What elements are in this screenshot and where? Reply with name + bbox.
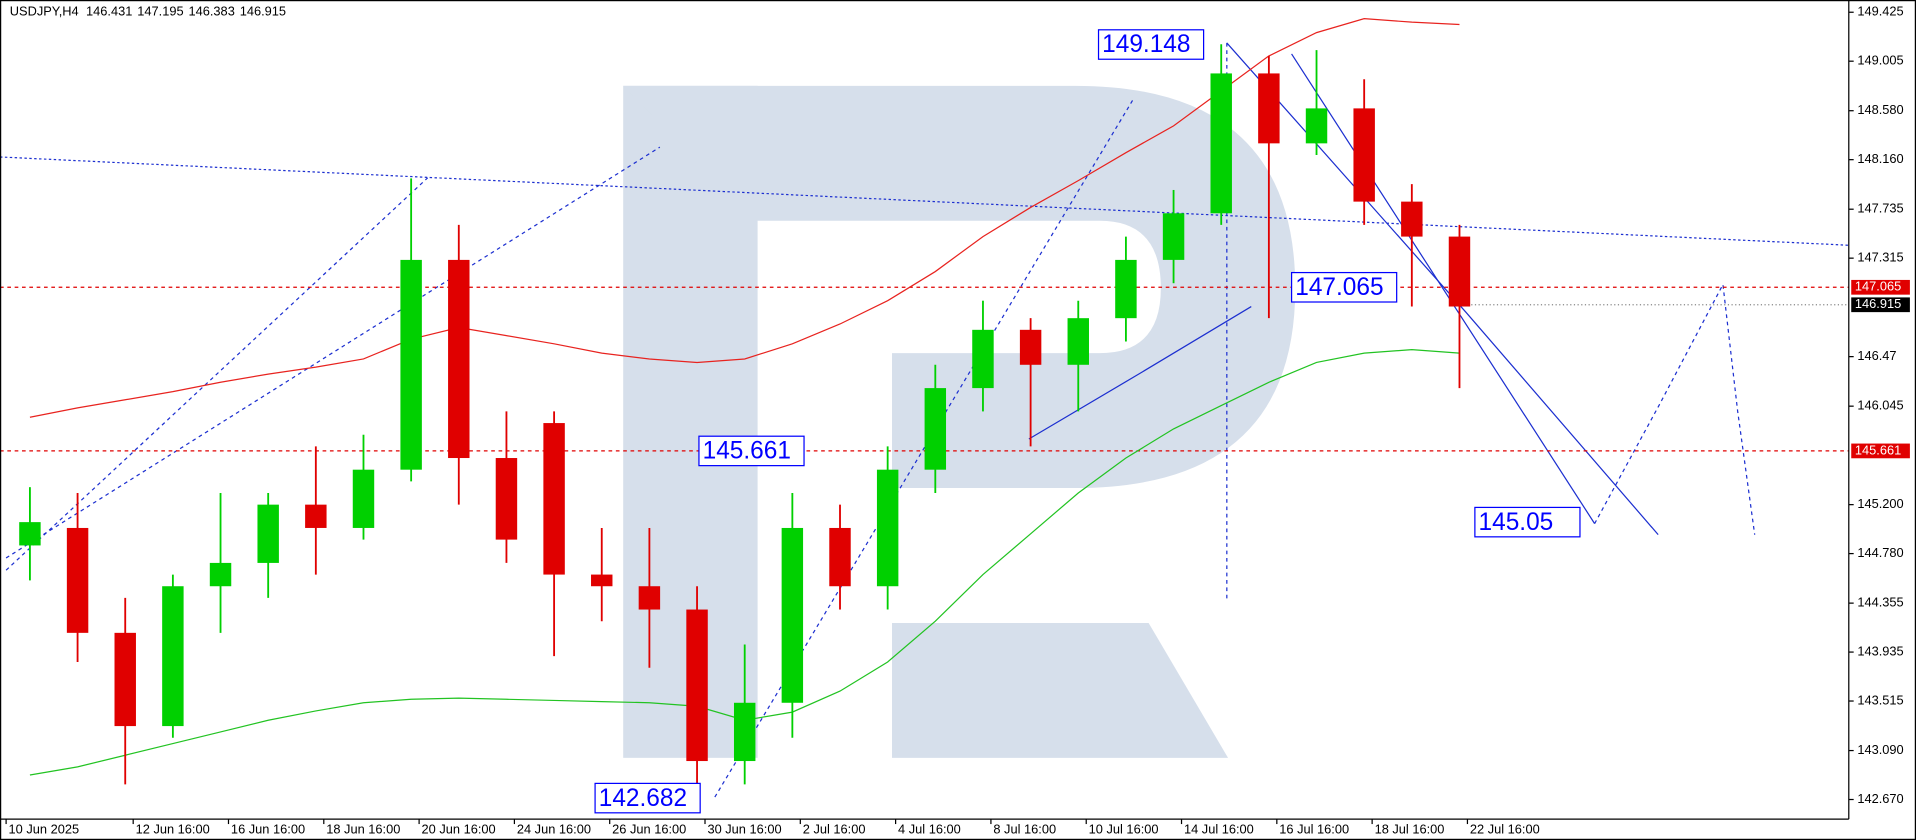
y-tick-label: 149.005 (1857, 53, 1903, 68)
candle-body (829, 527, 851, 587)
y-tick-label: 145.200 (1857, 496, 1903, 511)
annotation-label: 145.05 (1479, 509, 1554, 536)
y-tick-label: 148.160 (1857, 151, 1903, 166)
x-tick-label: 30 Jun 16:00 (707, 822, 781, 837)
x-tick-label: 4 Jul 16:00 (898, 822, 961, 837)
x-tick-label: 16 Jun 16:00 (231, 822, 305, 837)
candle-body (781, 527, 804, 703)
candle-body (1210, 73, 1232, 214)
candle-body (352, 469, 375, 528)
y-tick-label: 144.780 (1857, 545, 1903, 560)
y-tick-label: 144.355 (1857, 595, 1903, 610)
candle-body (305, 504, 327, 528)
candle-body (1448, 236, 1471, 307)
x-tick-label: 2 Jul 16:00 (803, 822, 866, 837)
candle-body (1162, 213, 1185, 260)
y-tick-label: 149.425 (1857, 4, 1903, 19)
candle-body (162, 586, 184, 727)
x-tick-label: 18 Jun 16:00 (326, 822, 400, 837)
forecast-line (1594, 282, 1756, 535)
price-tag-label: 145.661 (1855, 442, 1901, 457)
candle-body (924, 388, 947, 470)
candle-body (495, 458, 518, 540)
candle-body (972, 329, 994, 389)
candle-body (876, 469, 899, 587)
watermark-leg (892, 622, 1229, 758)
ohlc-value: 147.195 (137, 4, 183, 19)
candle-body (733, 702, 756, 762)
trend-line (1291, 53, 1596, 524)
x-tick-label: 8 Jul 16:00 (993, 822, 1056, 837)
y-tick-label: 142.670 (1857, 791, 1903, 806)
watermark-bowl (623, 85, 1296, 489)
candle-body (543, 423, 565, 575)
price-tag (1851, 279, 1910, 295)
trend-line (5, 177, 429, 571)
current-price-tag (1851, 297, 1910, 313)
ohlc-value: 146.915 (240, 4, 286, 19)
ohlc-value: 146.431 (86, 4, 132, 19)
ohlc-value: 146.383 (188, 4, 234, 19)
candle-body (1305, 108, 1328, 144)
x-tick-label: 24 Jun 16:00 (517, 822, 591, 837)
annotation-box (698, 435, 805, 467)
y-tick-label: 146.045 (1857, 398, 1903, 413)
annotation-box (594, 782, 701, 814)
candle-body (19, 522, 41, 546)
candle-body (209, 562, 232, 587)
y-tick-label: 143.090 (1857, 742, 1903, 757)
x-tick-label: 10 Jun 2025 (9, 822, 80, 837)
y-tick-label: 148.580 (1857, 102, 1903, 117)
chart-header: USDJPY,H4 146.431 147.195 146.383 146.915 (10, 4, 286, 19)
x-tick-label: 22 Jul 16:00 (1470, 822, 1540, 837)
candle-body (257, 504, 279, 563)
price-tag-label: 147.065 (1855, 279, 1901, 294)
x-tick-label: 18 Jul 16:00 (1375, 822, 1445, 837)
candle-body (1019, 329, 1042, 365)
candle-body (1353, 108, 1375, 202)
x-tick-label: 26 Jun 16:00 (612, 822, 686, 837)
candle-body (448, 259, 470, 459)
trend-line (1028, 306, 1252, 440)
y-tick-label: 143.515 (1857, 692, 1903, 707)
y-tick-label: 147.315 (1857, 250, 1903, 265)
x-tick-label: 16 Jul 16:00 (1279, 822, 1349, 837)
candle-body (1115, 259, 1137, 319)
candle-body (591, 574, 613, 587)
y-tick-label: 146.47 (1857, 348, 1896, 363)
candle-body (638, 586, 661, 610)
y-tick-label: 147.735 (1857, 201, 1903, 216)
annotation-label: 147.065 (1295, 274, 1383, 301)
annotation-label: 142.682 (599, 785, 687, 812)
candle-body (1258, 73, 1280, 144)
annotation-box (1474, 506, 1581, 538)
candle-body (66, 527, 89, 633)
annotation-label: 145.661 (703, 438, 791, 465)
candle-body (1401, 201, 1423, 237)
trend-line (0, 156, 1849, 246)
candle-body (1067, 318, 1089, 365)
price-tag (1851, 443, 1910, 459)
annotation-box (1290, 271, 1398, 303)
candle-body (114, 632, 136, 727)
x-tick-label: 10 Jul 16:00 (1089, 822, 1159, 837)
symbol: USDJPY,H4 (10, 4, 79, 19)
current-price-label: 146.915 (1855, 296, 1901, 311)
annotation-label: 149.148 (1102, 31, 1190, 58)
candle-body (400, 259, 422, 470)
x-tick-label: 12 Jun 16:00 (136, 822, 210, 837)
x-tick-label: 20 Jun 16:00 (422, 822, 496, 837)
x-tick-label: 14 Jul 16:00 (1184, 822, 1254, 837)
watermark (623, 85, 1296, 758)
y-tick-label: 143.935 (1857, 643, 1903, 658)
annotation-box (1097, 29, 1205, 60)
candle-body (686, 609, 708, 762)
